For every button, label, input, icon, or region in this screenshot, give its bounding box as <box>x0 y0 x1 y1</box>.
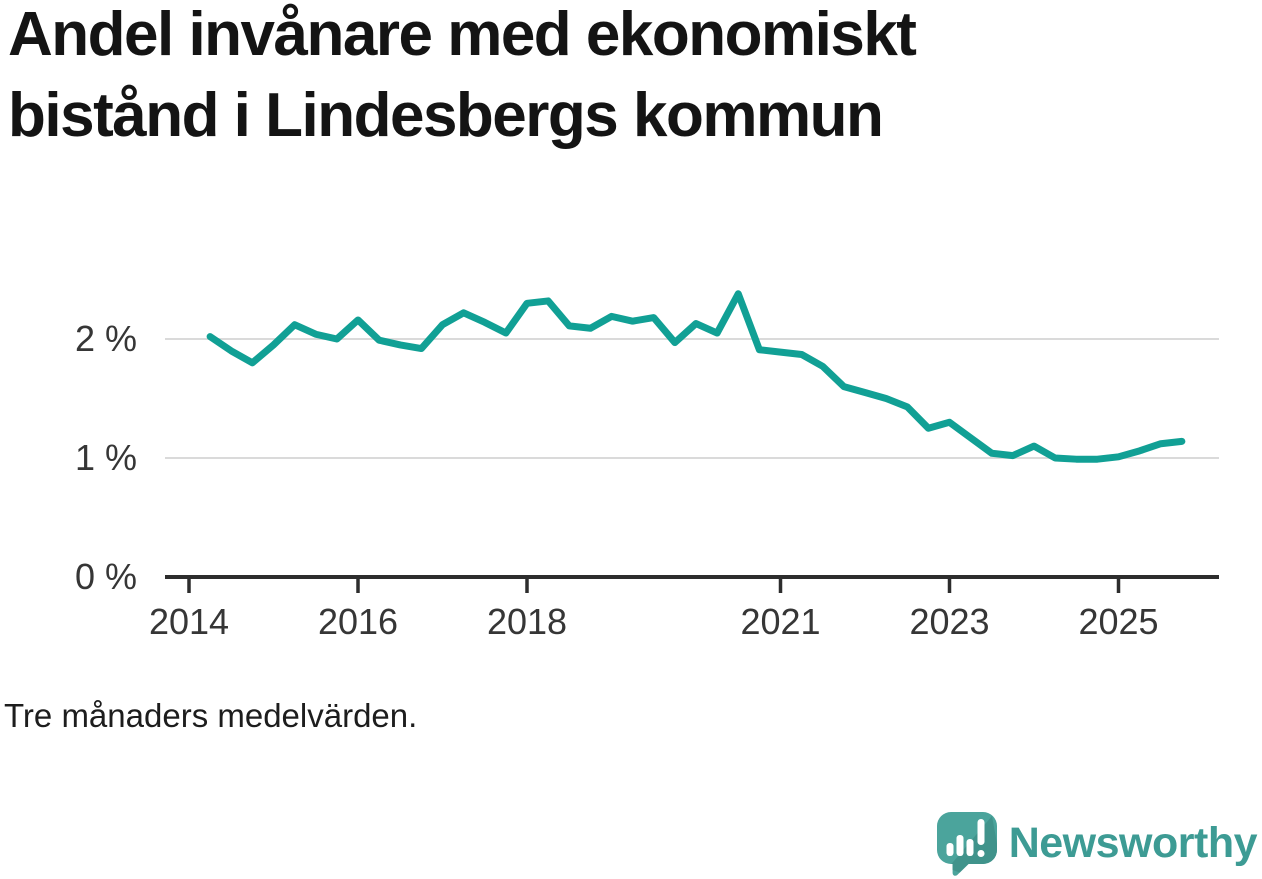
x-tick-label: 2023 <box>909 601 990 642</box>
x-tick-label: 2018 <box>486 601 568 642</box>
logo-bar-chart-glyphs <box>946 819 985 857</box>
newsworthy-logo-text: Newsworthy <box>1008 818 1258 867</box>
trend-line <box>206 290 1186 463</box>
x-tick-label: 2014 <box>148 601 230 642</box>
page-title-line-2: bistånd i Lindesbergs kommun <box>8 81 884 150</box>
x-tick-label: 2021 <box>740 601 821 642</box>
y-tick-label: 2 % <box>74 318 137 359</box>
x-tick-label: 2016 <box>317 601 399 642</box>
page-title: Andel invånare med ekonomiskt bistånd i … <box>8 0 1158 156</box>
logo-bubble-shade <box>947 816 997 876</box>
x-tick-label: 2025 <box>1078 601 1159 642</box>
y-tick-label: 1 % <box>74 437 137 478</box>
newsworthy-logo: Newsworthy <box>934 810 1258 876</box>
x-axis <box>165 575 1219 593</box>
page-title-line-1: Andel invånare med ekonomiskt <box>8 0 917 69</box>
y-tick-label: 0 % <box>74 556 137 597</box>
footnote: Tre månaders medelvärden. <box>4 697 418 734</box>
newsworthy-logo-icon <box>936 812 997 876</box>
gridlines <box>165 338 1219 459</box>
